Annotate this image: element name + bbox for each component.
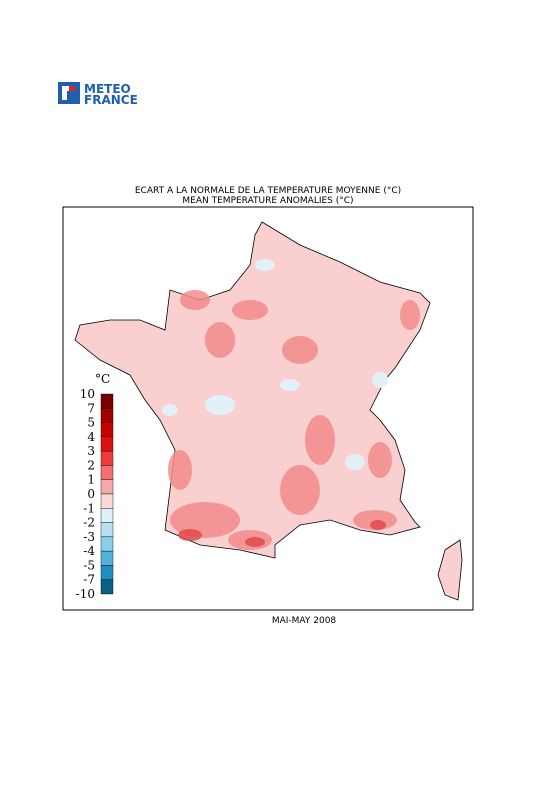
legend-unit: °C	[95, 372, 110, 386]
legend-swatch	[100, 493, 114, 509]
legend-swatch	[100, 536, 114, 552]
legend-label: -5	[83, 558, 95, 572]
legend-swatch	[100, 436, 114, 452]
legend-label: 1	[87, 473, 95, 487]
legend-label: -3	[83, 530, 95, 544]
legend-swatch	[100, 508, 114, 523]
legend-label: 10	[80, 387, 95, 401]
corsica-outline	[437, 539, 463, 601]
map-frame	[62, 206, 474, 611]
legend-swatch	[100, 465, 114, 480]
legend-swatch	[100, 579, 114, 595]
legend-swatch	[100, 393, 114, 409]
legend-swatch	[100, 408, 114, 423]
legend-swatch	[100, 550, 114, 566]
legend-label: 0	[87, 487, 95, 501]
legend-label: 2	[87, 458, 95, 472]
legend-label: -10	[76, 587, 95, 601]
legend-label: 5	[87, 416, 95, 430]
legend-swatch	[100, 479, 114, 495]
logo-text: METEO	[84, 82, 131, 96]
legend-swatch	[100, 522, 114, 538]
chart-subtitle: MEAN TEMPERATURE ANOMALIES (°C)	[182, 196, 353, 206]
france-outline	[74, 221, 431, 559]
legend-swatch	[100, 565, 114, 580]
legend-label: 3	[87, 444, 95, 458]
chart-title: ECART A LA NORMALE DE LA TEMPERATURE MOY…	[135, 186, 401, 196]
logo-text: FRANCE	[84, 93, 138, 107]
legend-label: -7	[83, 573, 95, 587]
legend-label: -4	[83, 544, 95, 558]
logo: METEO FRANCE	[58, 82, 138, 107]
logo-flag	[69, 86, 75, 91]
map	[74, 221, 463, 601]
cool-areas	[162, 259, 388, 470]
legend-label: 4	[87, 430, 95, 444]
legend-swatch	[100, 450, 114, 466]
caption: MAI-MAY 2008	[272, 616, 337, 626]
hot-areas	[178, 520, 386, 547]
legend-label: 7	[87, 401, 95, 415]
legend-swatch	[100, 422, 114, 438]
legend-label: -1	[83, 501, 95, 515]
legend-label: -2	[83, 516, 95, 530]
logo-mark	[58, 82, 80, 104]
